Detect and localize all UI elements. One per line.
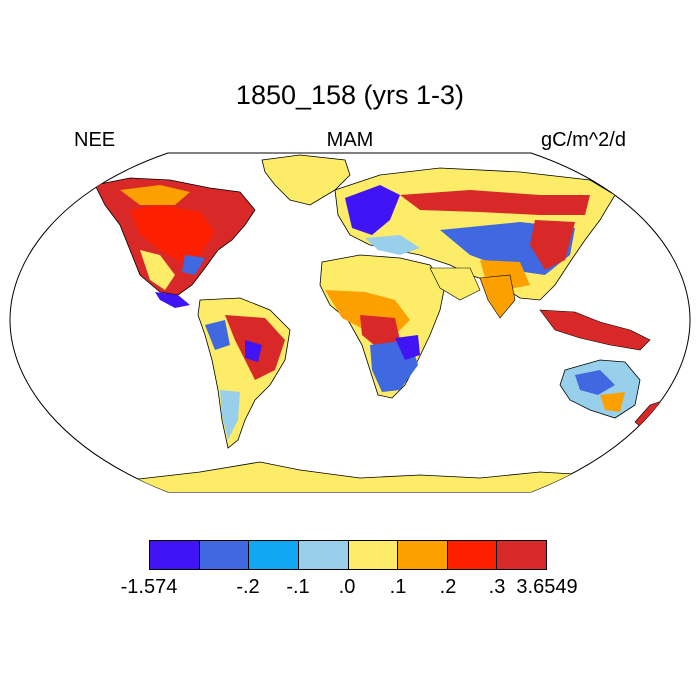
colorbar-tick-label: -.1 (286, 576, 310, 598)
season-label: MAM (326, 129, 374, 151)
colorbar-swatch (199, 541, 250, 569)
colorbar-tick-label: .2 (439, 576, 457, 598)
plot-title: 1850_158 (yrs 1-3) (235, 80, 465, 110)
colorbar-swatch (298, 541, 349, 569)
colorbar-swatch (497, 541, 546, 569)
antarctica (119, 461, 621, 492)
colorbar-tick-label: .1 (389, 576, 407, 598)
colorbar-swatch (398, 541, 448, 569)
colorbar-swatch (249, 541, 299, 569)
colorbar-tick-label: -.2 (236, 576, 260, 598)
colorbar-tick-label: -1.574 (120, 576, 178, 598)
colorbar-tick-label: 3.6549 (516, 576, 578, 598)
colorbar-swatch (348, 541, 399, 569)
colorbar-swatch (150, 541, 200, 569)
colorbar-tick-label: .0 (338, 576, 356, 598)
colorbar (149, 540, 547, 570)
variable-label: NEE (74, 129, 116, 151)
greenland (261, 154, 351, 206)
colorbar-swatch (447, 541, 498, 569)
units-label: gC/m^2/d (541, 129, 626, 151)
colorbar-tick-label: .3 (488, 576, 506, 598)
